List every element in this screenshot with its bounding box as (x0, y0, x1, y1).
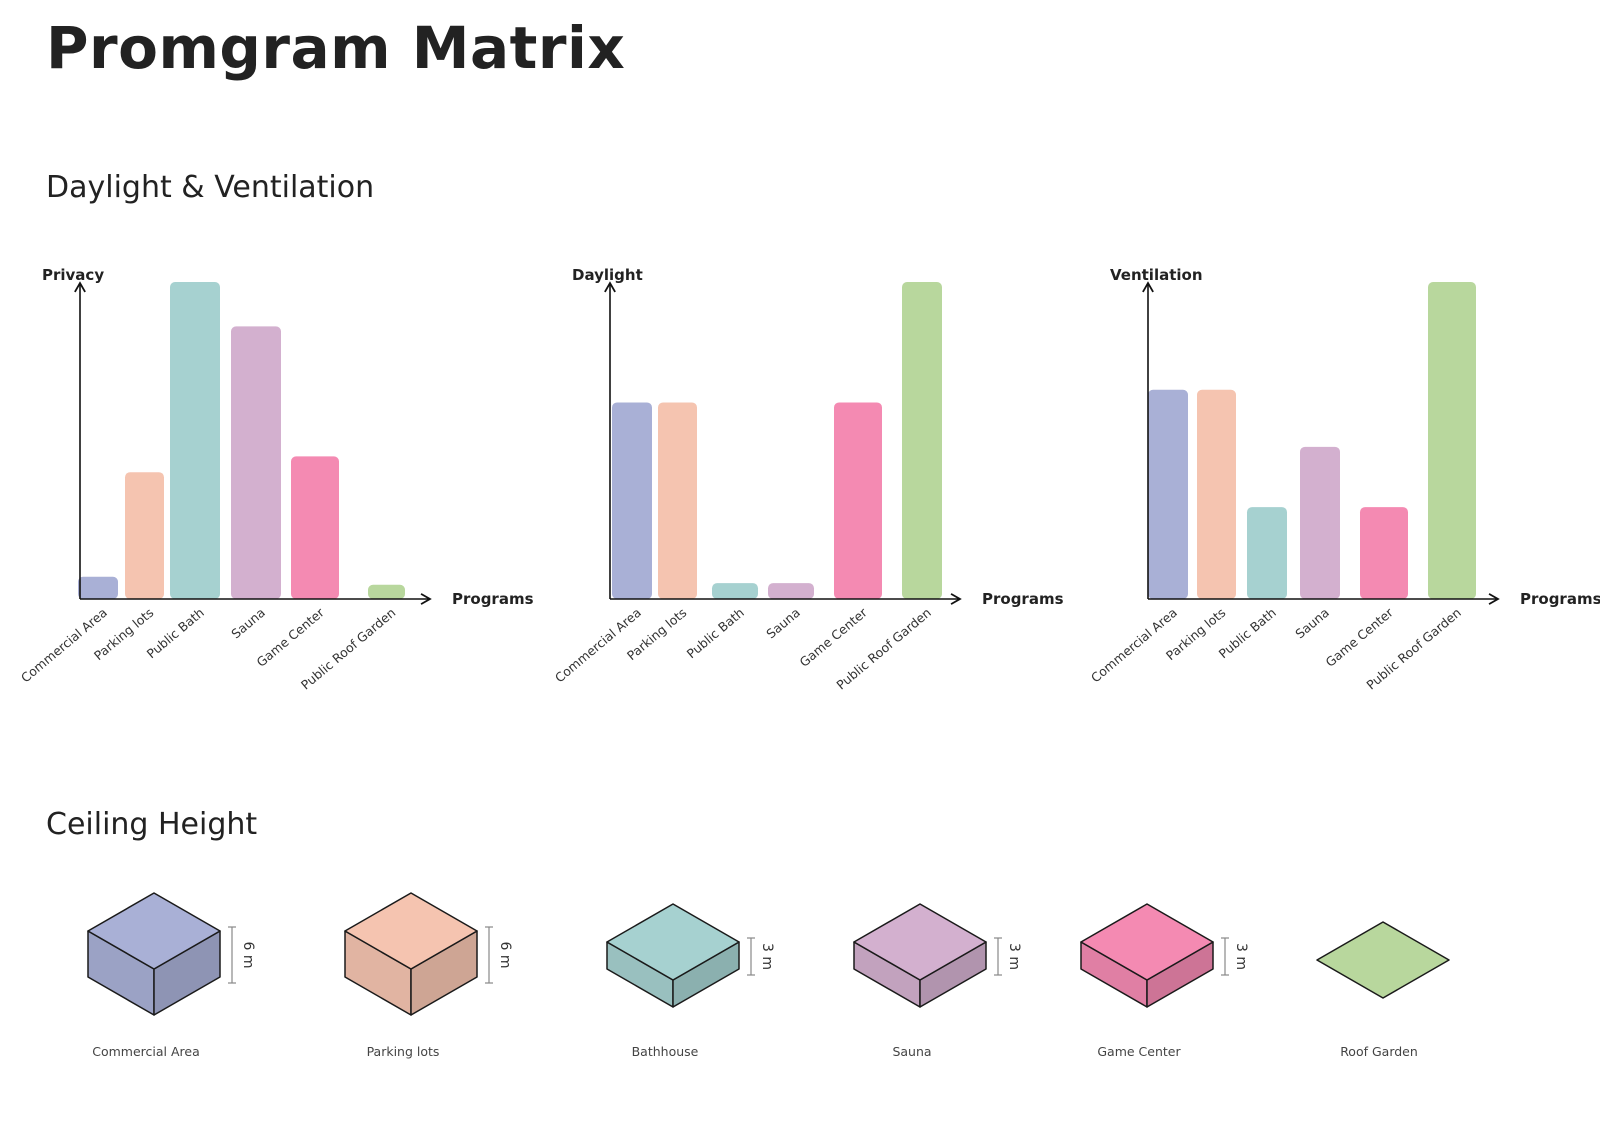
x-axis-label: Programs (452, 590, 534, 608)
section-title-daylight-ventilation: Daylight & Ventilation (46, 170, 375, 205)
tick-label-sauna: Sauna (763, 605, 803, 642)
bar-parking-lots (125, 472, 164, 599)
height-label: 3 m (759, 943, 775, 970)
bar-parking-lots (1197, 389, 1236, 599)
bar-public-roof-garden (1428, 282, 1476, 599)
x-axis-label: Programs (1520, 590, 1600, 608)
y-axis-label: Privacy (42, 266, 104, 284)
bar-parking-lots (658, 402, 697, 599)
x-axis-label: Programs (982, 590, 1064, 608)
block-left-face (853, 941, 921, 1008)
bar-commercial-area (1148, 389, 1188, 599)
y-axis-label: Daylight (572, 266, 643, 284)
height-dimension: 3 m (994, 937, 1022, 976)
block-left-face (87, 930, 155, 1016)
block-roof-garden (1316, 921, 1450, 999)
bar-game-center (291, 456, 339, 599)
block-top-face (1080, 903, 1214, 981)
height-dimension: 6 m (228, 926, 256, 984)
block-top-face (853, 903, 987, 981)
bar-public-bath (1247, 507, 1287, 599)
block-left-face (1080, 941, 1148, 1008)
block-top-face (87, 892, 221, 970)
block-bathhouse: 3 m (606, 903, 775, 1008)
bar-public-roof-garden (902, 282, 942, 599)
section-title-ceiling-height: Ceiling Height (46, 807, 258, 842)
block-label-commercial-area: Commercial Area (92, 1044, 200, 1059)
block-left-face (344, 930, 412, 1016)
block-right-face (410, 930, 478, 1016)
block-top-face (344, 892, 478, 970)
tick-label-commercial-area: Commercial Area (18, 605, 110, 686)
bar-public-bath (170, 282, 220, 599)
block-right-face (919, 941, 987, 1008)
y-axis-label: Ventilation (1110, 266, 1203, 284)
tick-label-game-center: Game Center (1323, 604, 1397, 670)
height-dimension: 6 m (485, 926, 513, 984)
block-left-face (606, 941, 674, 1008)
block-right-face (153, 930, 221, 1016)
bar-sauna (768, 583, 814, 599)
page-title: Promgram Matrix (46, 14, 626, 82)
height-dimension: 3 m (1221, 937, 1249, 976)
tick-label-sauna: Sauna (1292, 605, 1332, 642)
block-game-center: 3 m (1080, 903, 1249, 1008)
block-label-parking-lots: Parking lots (366, 1044, 440, 1059)
tick-label-commercial-area: Commercial Area (1088, 605, 1180, 686)
block-label-bathhouse: Bathhouse (631, 1044, 699, 1059)
bar-public-roof-garden (368, 584, 405, 599)
block-top-face (606, 903, 740, 981)
bar-game-center (834, 402, 882, 599)
block-top-face (1316, 921, 1450, 999)
bar-commercial-area (612, 402, 652, 599)
block-right-face (672, 941, 740, 1008)
height-label: 6 m (497, 942, 513, 969)
height-label: 6 m (240, 942, 256, 969)
height-label: 3 m (1006, 943, 1022, 970)
block-commercial-area: 6 m (87, 892, 256, 1016)
block-parking-lots: 6 m (344, 892, 513, 1016)
tick-label-sauna: Sauna (228, 605, 268, 642)
height-dimension: 3 m (747, 937, 775, 976)
height-label: 3 m (1233, 943, 1249, 970)
tick-label-commercial-area: Commercial Area (552, 605, 644, 686)
bar-game-center (1360, 507, 1408, 599)
block-label-roof-garden: Roof Garden (1340, 1044, 1418, 1059)
bar-public-bath (712, 583, 758, 599)
block-right-face (1146, 941, 1214, 1008)
bar-commercial-area (78, 576, 118, 599)
tick-label-public-bath: Public Bath (684, 605, 747, 662)
block-sauna: 3 m (853, 903, 1022, 1008)
block-label-sauna: Sauna (892, 1044, 932, 1059)
block-label-game-center: Game Center (1097, 1044, 1181, 1059)
bar-sauna (1300, 446, 1340, 599)
bar-sauna (231, 326, 281, 599)
